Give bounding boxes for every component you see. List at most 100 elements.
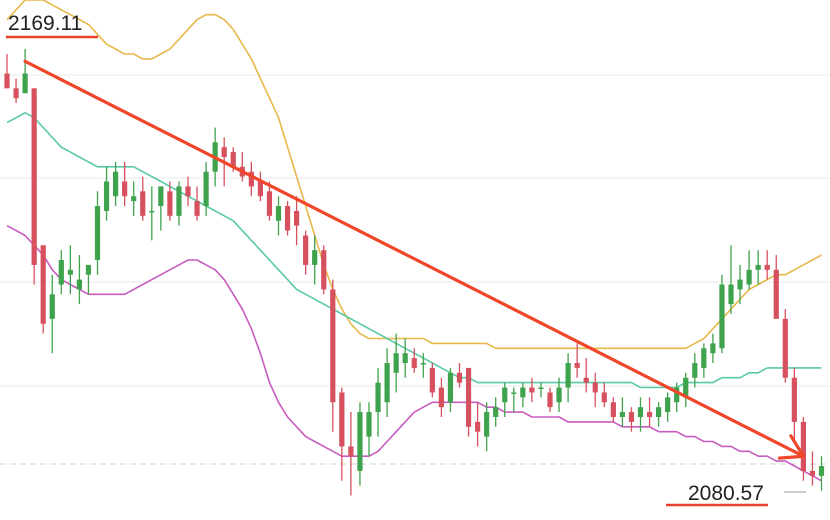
candle [637, 397, 644, 432]
candle-body [547, 392, 553, 408]
candle [484, 402, 490, 452]
candle [131, 181, 137, 216]
candle [701, 343, 707, 378]
candle [31, 88, 37, 285]
candle-body [176, 186, 182, 216]
candle [312, 235, 318, 285]
candles [4, 49, 825, 496]
candle [610, 397, 616, 422]
candle [58, 250, 64, 295]
candle-body [692, 363, 698, 378]
candle-body [818, 466, 825, 476]
candle-body [284, 206, 291, 231]
grid [0, 74, 830, 465]
candle [284, 201, 291, 236]
candle-body [728, 284, 734, 305]
candle-body [809, 470, 816, 476]
candle-body [31, 88, 37, 265]
candle [266, 181, 273, 221]
candle [465, 367, 472, 437]
candle-body [158, 186, 164, 207]
candle-body [791, 377, 797, 422]
candle [710, 333, 716, 364]
candle-body [76, 279, 82, 290]
candle [502, 382, 508, 417]
candle [185, 176, 191, 207]
candle-body [465, 367, 472, 427]
candle [339, 387, 345, 481]
candle [140, 176, 146, 221]
candle-body [520, 387, 526, 398]
candle-body [58, 260, 64, 285]
candle-body [800, 421, 806, 471]
candle [665, 392, 671, 422]
bollinger-bands [6, 0, 822, 482]
candle-body [294, 210, 300, 226]
candle [800, 416, 806, 481]
candle [76, 255, 82, 305]
candle [239, 152, 245, 182]
candle [13, 78, 19, 104]
candle-body [610, 402, 616, 417]
candle [402, 338, 408, 378]
middle-band-line [6, 112, 822, 389]
candle [791, 367, 797, 442]
candle-body [348, 446, 354, 457]
candle [203, 161, 209, 216]
candle-body [185, 186, 191, 197]
candle [113, 161, 119, 207]
candle-body [357, 412, 363, 471]
candle-body [529, 387, 535, 393]
candle-body [719, 284, 725, 349]
candle-body [656, 407, 662, 417]
candle [656, 402, 662, 427]
candle-body [475, 421, 481, 432]
candle-body [248, 171, 254, 187]
candle [809, 451, 816, 486]
candle-body [149, 210, 155, 213]
candle [746, 250, 752, 290]
candle [384, 348, 390, 417]
candle-body [484, 412, 490, 437]
candle-body [502, 387, 508, 403]
candle [420, 353, 426, 378]
candle [257, 171, 263, 202]
candle [755, 250, 761, 285]
candle-body [665, 397, 671, 413]
candle-body [303, 235, 309, 265]
candle-body [167, 191, 173, 216]
candle-body [420, 363, 426, 365]
candle-body [203, 171, 209, 207]
candle [692, 353, 698, 388]
candle [520, 382, 526, 408]
candle [294, 196, 300, 246]
candle [628, 407, 635, 432]
candle [67, 245, 73, 295]
candle [94, 191, 101, 275]
candle-body [67, 269, 73, 275]
trend-arrow-shaft [23, 59, 806, 458]
candle [601, 382, 607, 408]
candle [619, 397, 625, 427]
candle-body [447, 372, 454, 403]
candle [103, 166, 110, 221]
candle-body [746, 269, 752, 285]
candle [321, 245, 327, 295]
candle [375, 367, 381, 437]
candle [85, 264, 92, 295]
candle [592, 372, 598, 408]
candle-body [402, 353, 408, 364]
candle [330, 279, 336, 432]
candle [719, 274, 725, 354]
candle-body [646, 412, 653, 417]
candle-body [131, 196, 137, 202]
candle-body [701, 348, 707, 368]
candle-body [266, 191, 273, 216]
candle-body [103, 181, 110, 211]
candle [737, 264, 743, 305]
candle [149, 186, 155, 241]
candle-body [619, 412, 625, 417]
candle-body [85, 264, 92, 275]
candle-body [456, 372, 463, 383]
